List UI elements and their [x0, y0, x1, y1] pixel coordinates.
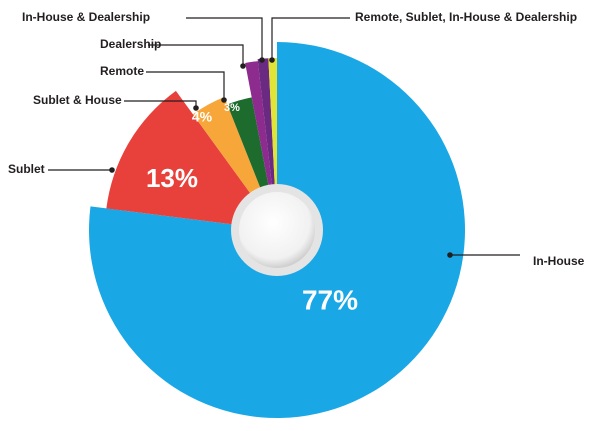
legend-label: Remote, Sublet, In-House & Dealership — [355, 10, 577, 24]
legend-label: Dealership — [100, 37, 161, 51]
leader-dot — [447, 252, 453, 258]
data-label: 3% — [224, 102, 240, 114]
data-label: 4% — [192, 109, 213, 125]
data-label: 77% — [302, 284, 358, 315]
leader-dot — [109, 167, 115, 173]
legend-label: Sublet & House — [33, 93, 122, 107]
leader-line — [186, 17, 263, 60]
leader-dot — [259, 57, 265, 63]
leader-line — [146, 71, 225, 100]
legend-label: Sublet — [8, 162, 45, 176]
legend-label: In-House — [533, 254, 585, 268]
leader-dot — [240, 63, 246, 69]
pie-slice — [106, 90, 278, 230]
legend-label: In-House & Dealership — [22, 10, 150, 24]
leader-line — [148, 44, 244, 66]
center-hole — [239, 192, 315, 268]
leader-dot — [269, 57, 275, 63]
legend-label: Remote — [100, 64, 144, 78]
data-label: 13% — [146, 163, 198, 193]
leader-line — [271, 17, 350, 60]
leader-dot — [193, 105, 199, 111]
leader-dot — [221, 97, 227, 103]
